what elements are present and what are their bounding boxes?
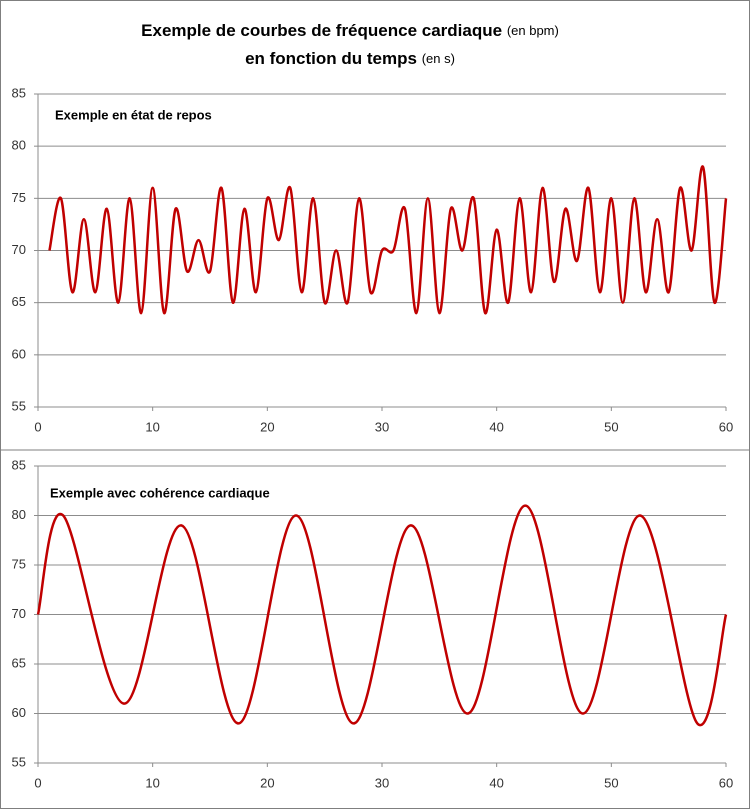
x-tick-label: 30 bbox=[375, 775, 389, 790]
data-line bbox=[48, 165, 728, 315]
y-tick-label: 60 bbox=[12, 705, 26, 720]
x-tick-label: 40 bbox=[489, 419, 503, 434]
y-tick-label: 85 bbox=[12, 457, 26, 472]
annotation: Exemple en état de repos bbox=[55, 107, 212, 122]
y-tick-label: 65 bbox=[12, 294, 26, 309]
y-tick-label: 85 bbox=[12, 85, 26, 100]
x-tick-label: 40 bbox=[489, 775, 503, 790]
x-tick-label: 20 bbox=[260, 775, 274, 790]
y-tick-label: 70 bbox=[12, 242, 26, 257]
title-text: Exemple de courbes de fréquence cardiaqu… bbox=[141, 21, 502, 40]
x-tick-label: 50 bbox=[604, 775, 618, 790]
title-unit: (en bpm) bbox=[507, 23, 559, 38]
x-tick-label: 50 bbox=[604, 419, 618, 434]
y-tick-label: 80 bbox=[12, 507, 26, 522]
x-tick-label: 10 bbox=[145, 419, 159, 434]
annotation: Exemple avec cohérence cardiaque bbox=[50, 485, 270, 500]
data-line bbox=[36, 504, 728, 727]
title-unit: (en s) bbox=[422, 51, 455, 66]
title-line1: Exemple de courbes de fréquence cardiaqu… bbox=[141, 21, 559, 40]
x-tick-label: 10 bbox=[145, 775, 159, 790]
x-tick-label: 60 bbox=[719, 775, 733, 790]
title-line2: en fonction du temps (en s) bbox=[245, 49, 455, 68]
title-text: en fonction du temps bbox=[245, 49, 417, 68]
y-tick-label: 70 bbox=[12, 606, 26, 621]
x-tick-label: 30 bbox=[375, 419, 389, 434]
y-tick-label: 65 bbox=[12, 655, 26, 670]
y-tick-label: 75 bbox=[12, 556, 26, 571]
x-tick-label: 0 bbox=[34, 775, 41, 790]
y-tick-label: 60 bbox=[12, 346, 26, 361]
y-tick-label: 80 bbox=[12, 138, 26, 153]
y-tick-label: 55 bbox=[12, 754, 26, 769]
x-tick-label: 20 bbox=[260, 419, 274, 434]
x-tick-label: 60 bbox=[719, 419, 733, 434]
y-tick-label: 75 bbox=[12, 190, 26, 205]
y-tick-label: 55 bbox=[12, 398, 26, 413]
x-tick-label: 0 bbox=[34, 419, 41, 434]
